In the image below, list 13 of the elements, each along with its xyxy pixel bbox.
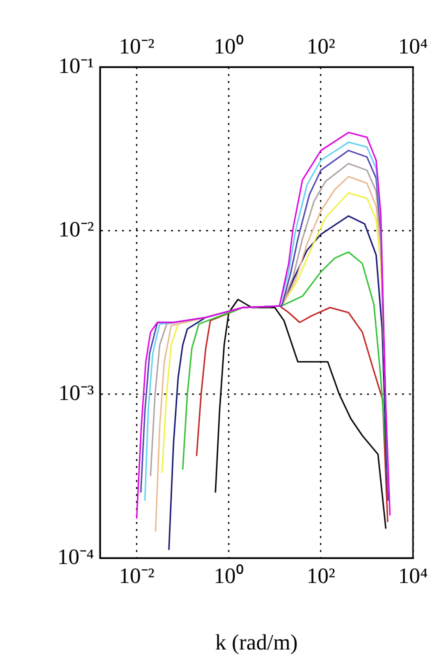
y-tick-label: 10⁻¹ (58, 52, 94, 78)
text: 10⁴ (398, 34, 428, 59)
x-axis-title: k (rad/m) (215, 630, 298, 655)
y-tick-label: 10⁻⁴ (57, 544, 94, 569)
text: 10⁰ (214, 34, 244, 59)
text: 10⁻² (118, 34, 154, 59)
y-tick-label: 10⁻² (58, 216, 94, 242)
text: 10² (306, 34, 336, 59)
x-tick-label: 10⁰ (214, 562, 244, 588)
x-tick-label: 10⁻² (118, 562, 155, 588)
x-tick-label: 10⁴ (398, 562, 428, 588)
y-tick-label: 10⁻³ (58, 380, 94, 406)
x-tick-label: 10² (306, 562, 336, 588)
